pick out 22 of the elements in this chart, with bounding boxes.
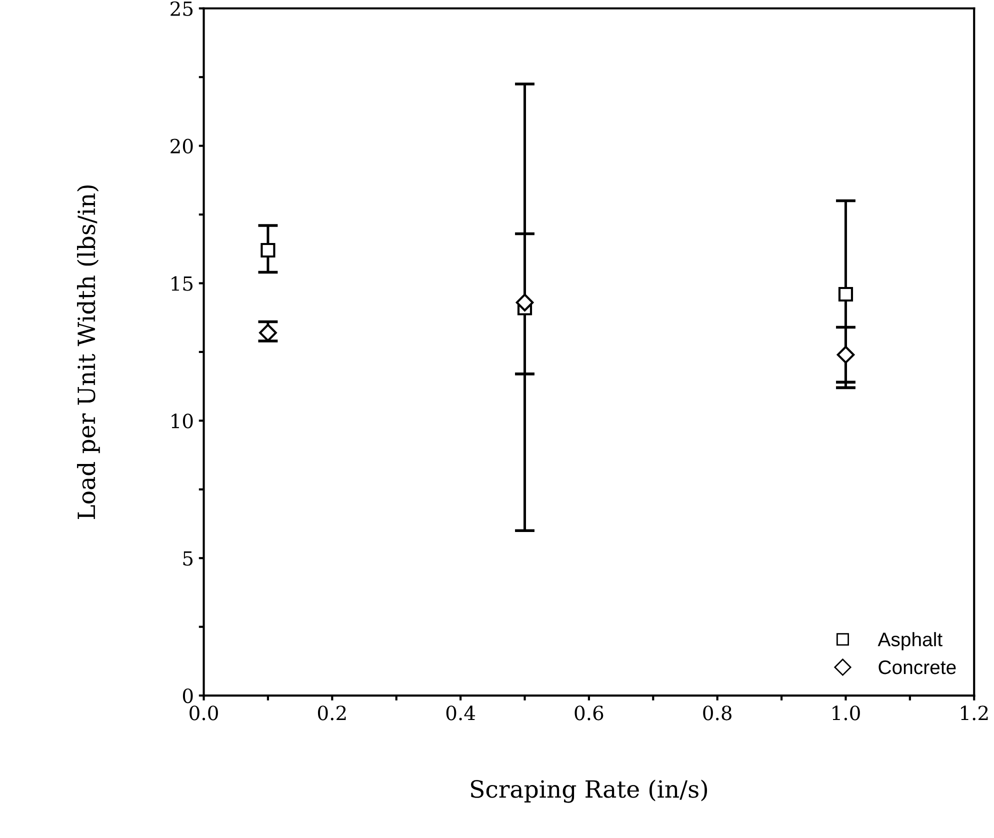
legend-label: Asphalt <box>878 632 942 650</box>
x-tick-label: 0.4 <box>446 706 476 720</box>
y-axis-title: Load per Unit Width (lbs/in) <box>77 185 100 520</box>
x-tick-label: 1.0 <box>832 706 860 720</box>
y-tick-label: 15 <box>172 276 193 291</box>
point <box>516 294 534 312</box>
x-tick-label: 1.2 <box>961 706 988 720</box>
y-tick-label: 20 <box>170 138 193 154</box>
y-tick-label: 10 <box>172 414 193 428</box>
point <box>836 346 855 364</box>
point <box>260 242 276 258</box>
x-tick-label: 0.0 <box>190 706 218 720</box>
x-tick-label: 0.8 <box>703 706 732 720</box>
x-axis-title: Scraping Rate (in/s) <box>471 780 708 803</box>
x-tick-label: 0.2 <box>318 706 346 720</box>
x-tick-label: 0.6 <box>574 706 604 720</box>
y-tick-label: 0 <box>182 688 193 704</box>
point <box>838 286 854 302</box>
y-tick-label: 25 <box>170 1 193 16</box>
y-tick-label: 5 <box>183 551 193 566</box>
legend-label: Concrete <box>878 660 956 674</box>
point <box>259 324 277 342</box>
